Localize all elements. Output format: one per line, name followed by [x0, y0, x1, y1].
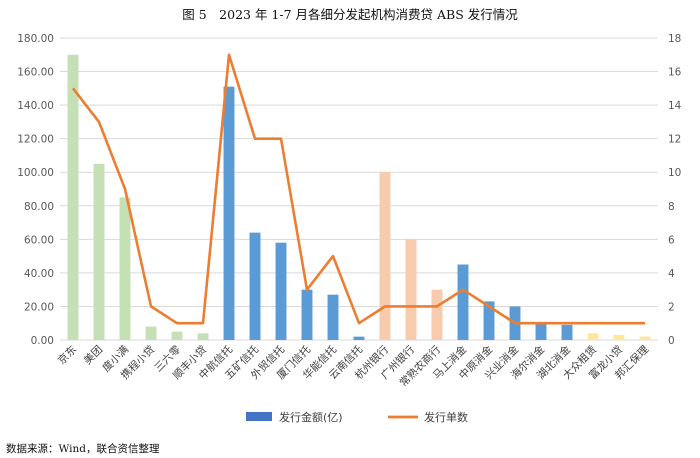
legend-label-count: 发行单数 — [424, 410, 468, 424]
bar-五矿信托 — [249, 232, 261, 340]
bar-顺丰小贷 — [197, 333, 209, 340]
bar-度小满 — [119, 197, 131, 340]
bar-湖北消金 — [561, 324, 573, 340]
bar-美团 — [93, 163, 105, 340]
y-left-tick-label: 40.00 — [24, 268, 54, 280]
bar-大众租赁 — [587, 333, 599, 340]
x-category-label: 美团 — [81, 343, 105, 367]
y-left-tick-label: 0.00 — [31, 335, 54, 347]
y-left-tick-label: 20.00 — [24, 301, 54, 313]
bar-中航信托 — [223, 86, 235, 341]
bar-华能信托 — [327, 294, 339, 340]
y-right-tick-label: 4 — [668, 268, 675, 280]
y-right-tick-label: 2 — [668, 301, 675, 313]
y-left-tick-label: 180.00 — [17, 33, 54, 45]
bar-海尔消金 — [535, 323, 547, 340]
bar-富龙小贷 — [613, 334, 625, 340]
chart-canvas: 0.00 20.00 40.00 60.00 80.00 100.00 120.00 140.… — [17, 33, 682, 424]
bar-邦汇保理 — [639, 336, 651, 340]
bar-三六零 — [171, 331, 183, 340]
legend-label-amount: 发行金额(亿) — [279, 410, 343, 424]
x-category-label: 京东 — [55, 343, 79, 367]
y-left-tick-label: 120.00 — [17, 134, 54, 146]
bar-马上消金 — [457, 264, 469, 340]
bar-广州银行 — [405, 239, 417, 340]
y-left-tick-label: 160.00 — [17, 67, 54, 79]
y-right-tick-label: 12 — [668, 134, 681, 146]
y-left-tick-label: 100.00 — [17, 167, 54, 179]
y-left-tick-label: 60.00 — [24, 234, 54, 246]
y-right-tick-label: 14 — [668, 100, 682, 112]
line-series-count — [71, 53, 645, 325]
chart-title: 图 5 2023 年 1-7 月各细分发起机构消费贷 ABS 发行情况 — [182, 7, 518, 22]
bar-杭州银行 — [379, 172, 391, 340]
y-right-tick-label: 18 — [668, 33, 681, 45]
y-right-tick-label: 0 — [668, 335, 675, 347]
y-right-tick-label: 10 — [668, 167, 681, 179]
y-left-tick-label: 140.00 — [17, 100, 54, 112]
y-right-tick-label: 6 — [668, 234, 675, 246]
y-right-tick-label: 16 — [668, 67, 682, 79]
bar-携程小贷 — [145, 326, 157, 340]
bar-外贸信托 — [275, 242, 287, 340]
bar-常熟农商行 — [431, 289, 443, 340]
legend-swatch-amount — [246, 412, 272, 421]
bar-厦门信托 — [301, 289, 313, 340]
data-source-note: 数据来源：Wind，联合资信整理 — [6, 443, 160, 455]
y-left-tick-label: 80.00 — [24, 201, 54, 213]
bar-中原消金 — [483, 301, 495, 340]
bar-云南信托 — [353, 336, 365, 340]
y-right-tick-label: 8 — [668, 201, 675, 213]
bar-京东 — [67, 54, 79, 341]
